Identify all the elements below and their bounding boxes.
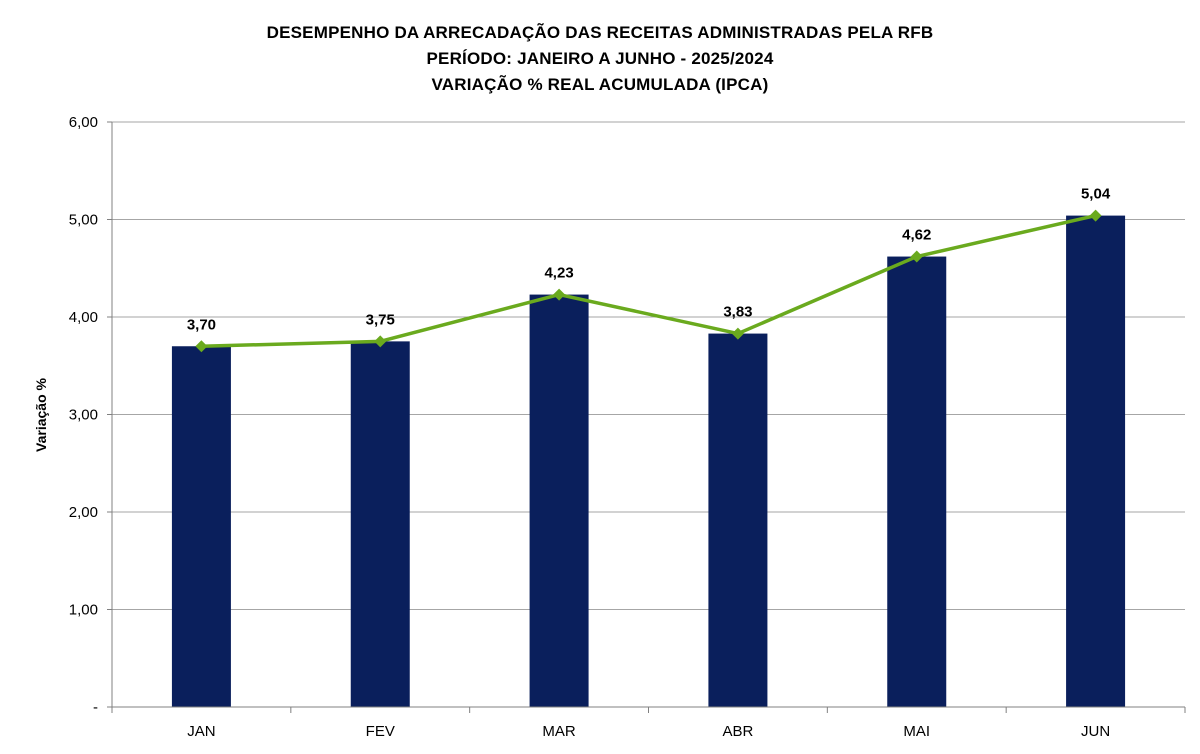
data-label-mai: 4,62 — [902, 227, 931, 244]
bar-mai — [887, 256, 947, 707]
line-marker-fev — [374, 335, 387, 348]
bar-jan — [171, 346, 231, 707]
line-marker-jun — [1089, 209, 1102, 222]
chart-title-line-3: VARIAÇÃO % REAL ACUMULADA (IPCA) — [431, 75, 769, 94]
data-label-jan: 3,70 — [187, 316, 216, 333]
x-tick-label-mai: MAI — [903, 723, 930, 740]
bar-jun — [1066, 215, 1126, 707]
line-marker-abr — [731, 327, 744, 340]
line-marker-mar — [553, 288, 566, 301]
line-series — [195, 209, 1102, 353]
y-tick-label: 2,00 — [69, 504, 98, 521]
bar-fev — [350, 341, 410, 707]
y-tick-label: 5,00 — [69, 212, 98, 229]
x-tick-label-abr: ABR — [722, 723, 753, 740]
data-label-fev: 3,75 — [366, 311, 395, 328]
data-labels: 3,70 3,75 4,23 3,83 4,62 5,04 — [187, 186, 1111, 334]
y-axis-ticks: - 1,00 2,00 3,00 4,00 5,00 6,00 — [69, 114, 112, 716]
y-tick-label: 4,00 — [69, 309, 98, 326]
chart-title-line-2: PERÍODO: JANEIRO A JUNHO - 2025/2024 — [426, 49, 774, 68]
x-tick-label-fev: FEV — [366, 723, 395, 740]
chart-title-line-1: DESEMPENHO DA ARRECADAÇÃO DAS RECEITAS A… — [266, 23, 934, 42]
y-tick-label: 6,00 — [69, 114, 98, 131]
x-axis-ticks: JAN FEV MAR ABR MAI JUN — [111, 707, 1186, 740]
chart-title: DESEMPENHO DA ARRECADAÇÃO DAS RECEITAS A… — [0, 20, 1200, 98]
data-label-mar: 4,23 — [544, 265, 573, 282]
line-marker-mai — [910, 250, 923, 263]
y-axis-title: Variação % — [33, 377, 49, 451]
y-tick-label: - — [93, 699, 98, 716]
x-tick-label-jan: JAN — [187, 723, 215, 740]
line-marker-jan — [195, 340, 208, 353]
bar-mar — [529, 294, 589, 707]
data-label-jun: 5,04 — [1081, 186, 1111, 203]
x-tick-label-mar: MAR — [542, 723, 576, 740]
y-tick-label: 3,00 — [69, 407, 98, 424]
bars — [171, 215, 1126, 707]
gridlines — [112, 121, 1185, 610]
data-label-abr: 3,83 — [723, 304, 752, 321]
bar-abr — [708, 333, 768, 707]
x-tick-label-jun: JUN — [1081, 723, 1110, 740]
y-tick-label: 1,00 — [69, 602, 98, 619]
line-series-path — [201, 213, 1096, 348]
